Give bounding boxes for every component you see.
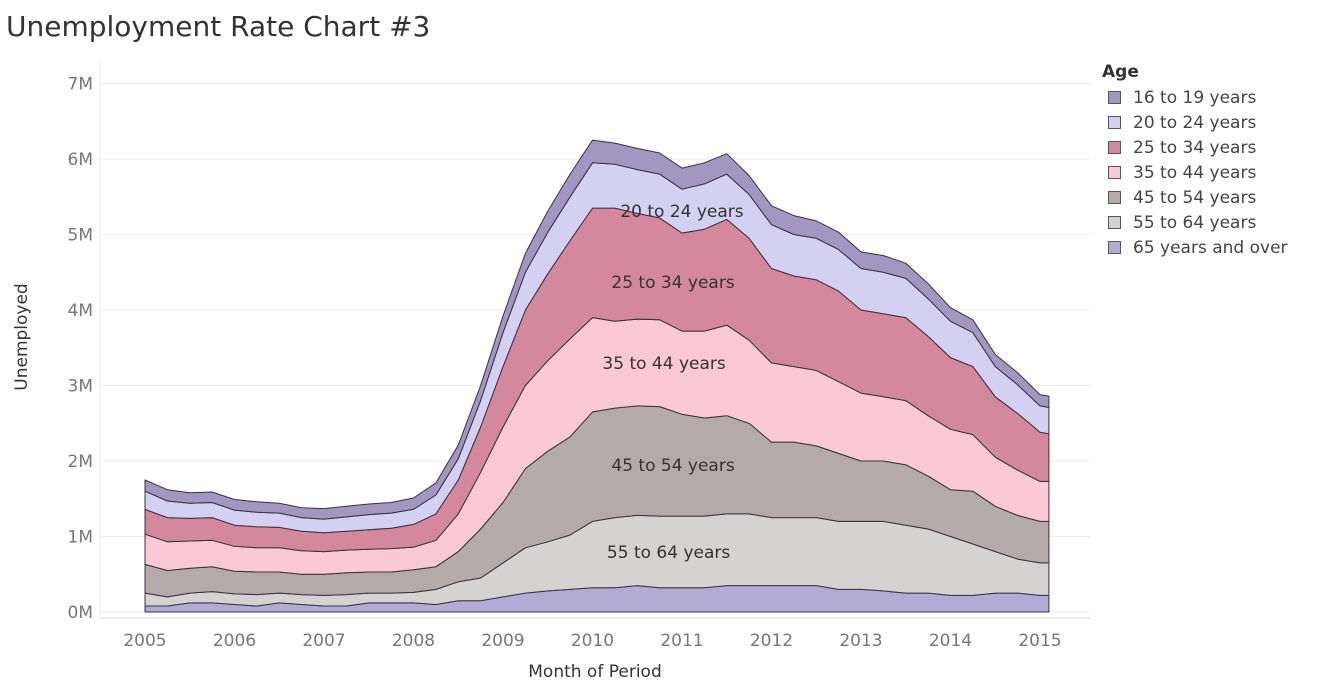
y-tick-6: 6M (68, 150, 93, 170)
x-tick-2005: 2005 (123, 631, 166, 651)
x-tick-2006: 2006 (213, 631, 256, 651)
band-label-4: 55 to 64 years (607, 543, 730, 563)
chart-title: Unemployment Rate Chart #3 (6, 10, 431, 43)
y-tick-2: 2M (68, 452, 93, 472)
y-tick-5: 5M (68, 226, 93, 246)
legend-item-0[interactable]: 16 to 19 years (1102, 85, 1288, 110)
band-label-1: 25 to 34 years (611, 273, 734, 293)
x-tick-2010: 2010 (571, 631, 614, 651)
x-tick-2013: 2013 (839, 631, 882, 651)
legend-label: 45 to 54 years (1133, 187, 1257, 208)
x-tick-2012: 2012 (750, 631, 793, 651)
y-axis-ticks: 0M 1M 2M 3M 4M 5M 6M 7M (68, 75, 93, 624)
legend-items: 16 to 19 years 20 to 24 years 25 to 34 yea… (1102, 85, 1288, 260)
legend: Age 16 to 19 years 20 to 24 years 25 to 34… (1102, 62, 1288, 260)
y-tick-3: 3M (68, 377, 93, 397)
legend-label: 25 to 34 years (1133, 137, 1257, 158)
area-16-to-19-years (144, 139, 1050, 520)
band-label-0: 20 to 24 years (620, 202, 743, 222)
legend-item-5[interactable]: 55 to 64 years (1102, 210, 1288, 235)
legend-item-1[interactable]: 20 to 24 years (1102, 110, 1288, 135)
y-axis-title: Unemployed (12, 283, 32, 390)
legend-label: 35 to 44 years (1133, 162, 1257, 183)
legend-swatch (1108, 216, 1121, 229)
y-tick-1: 1M (68, 528, 93, 548)
y-tick-7: 7M (68, 75, 93, 95)
legend-swatch (1108, 116, 1121, 129)
legend-swatch (1108, 141, 1121, 154)
stacked-areas (144, 139, 1050, 613)
legend-item-4[interactable]: 45 to 54 years (1102, 185, 1288, 210)
legend-swatch (1108, 166, 1121, 179)
legend-item-3[interactable]: 35 to 44 years (1102, 160, 1288, 185)
legend-label: 20 to 24 years (1133, 112, 1257, 133)
legend-label: 16 to 19 years (1133, 87, 1257, 108)
x-tick-2015: 2015 (1018, 631, 1061, 651)
x-tick-2009: 2009 (481, 631, 524, 651)
x-tick-2011: 2011 (660, 631, 703, 651)
legend-swatch (1108, 91, 1121, 104)
legend-title: Age (1102, 62, 1139, 82)
y-tick-0: 0M (68, 603, 93, 623)
x-tick-2007: 2007 (302, 631, 345, 651)
legend-swatch (1108, 191, 1121, 204)
legend-label: 65 years and over (1133, 237, 1288, 258)
band-label-3: 45 to 54 years (611, 456, 734, 476)
legend-item-6[interactable]: 65 years and over (1102, 235, 1288, 260)
legend-item-2[interactable]: 25 to 34 years (1102, 135, 1288, 160)
x-tick-2008: 2008 (392, 631, 435, 651)
legend-label: 55 to 64 years (1133, 212, 1257, 233)
band-labels: 20 to 24 years 25 to 34 years 35 to 44 yea… (602, 202, 743, 563)
x-axis-ticks: 2005 2006 2007 2008 2009 2010 2011 2012 2013 2014… (123, 631, 1061, 651)
legend-swatch (1108, 241, 1121, 254)
y-tick-4: 4M (68, 301, 93, 321)
band-label-2: 35 to 44 years (602, 354, 725, 374)
x-axis-title: Month of Period (528, 662, 662, 682)
x-tick-2014: 2014 (929, 631, 972, 651)
